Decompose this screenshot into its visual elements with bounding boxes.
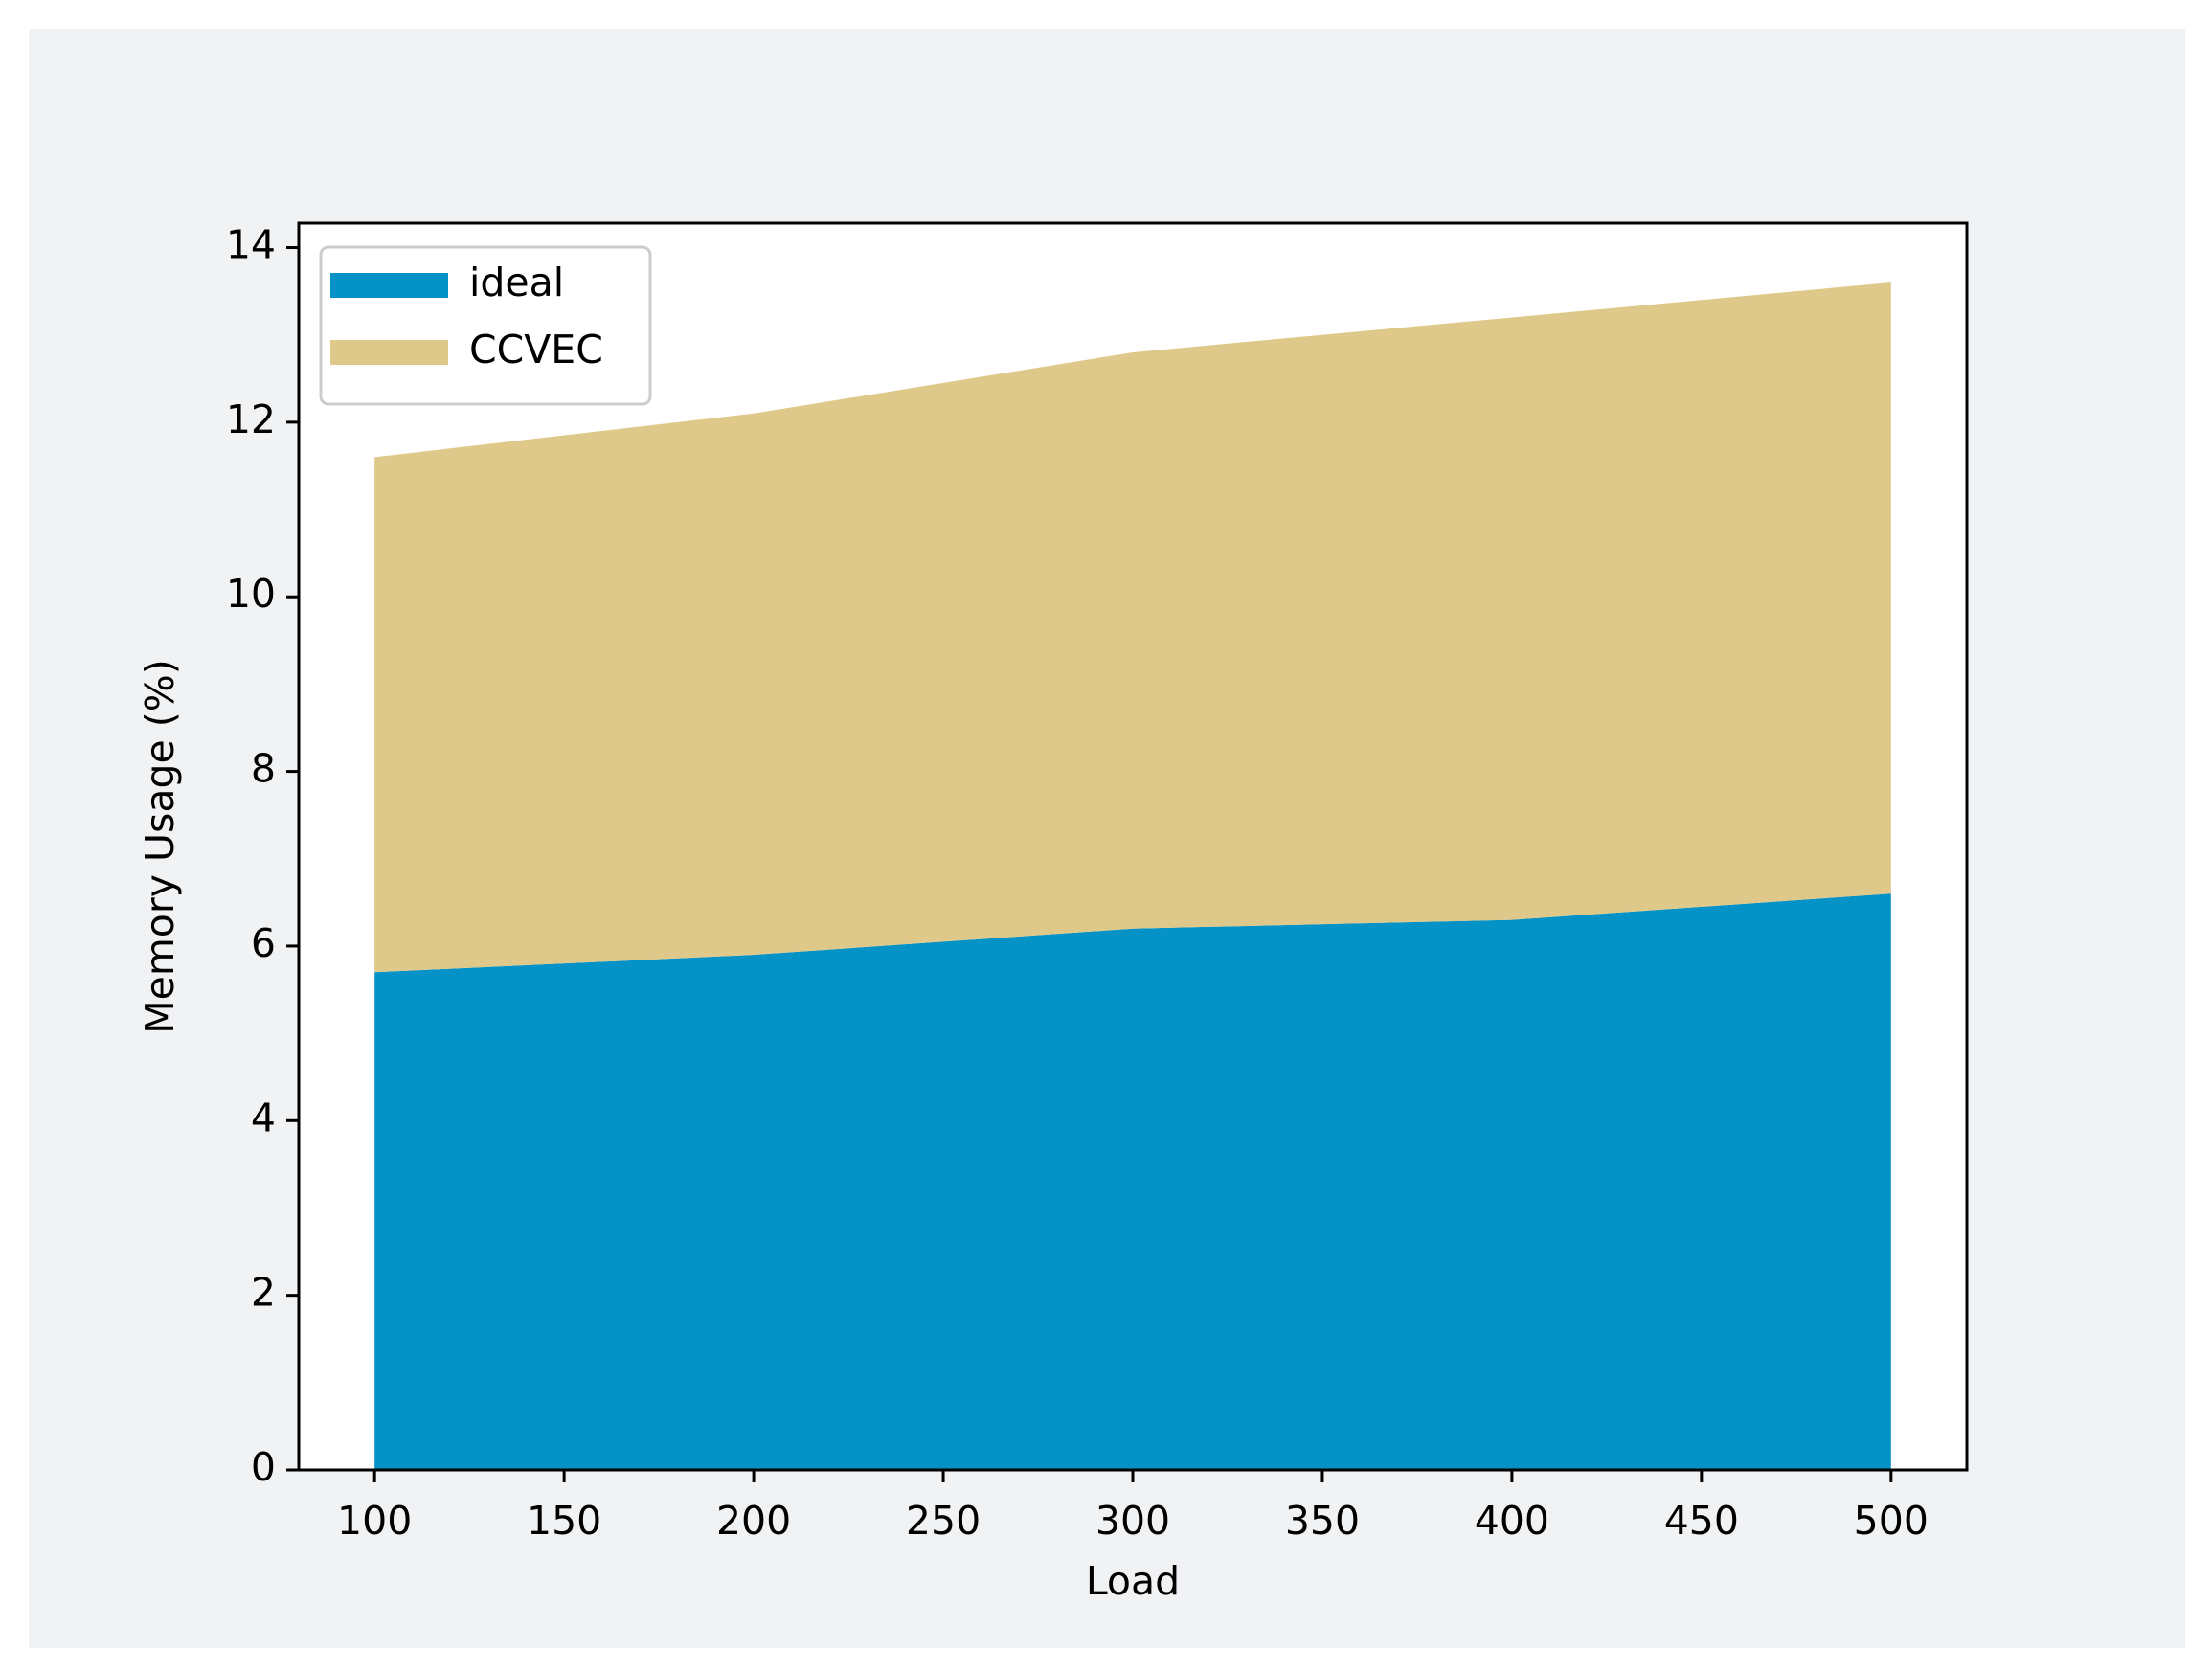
legend-label: CCVEC (469, 327, 603, 373)
legend-label: ideal (469, 260, 564, 305)
x-axis-label: Load (1086, 1558, 1180, 1604)
x-tick-label: 350 (1285, 1498, 1360, 1544)
y-tick-label: 10 (226, 571, 276, 617)
y-tick-label: 6 (251, 920, 276, 966)
x-tick-label: 150 (527, 1498, 601, 1544)
area (374, 893, 1891, 1470)
legend-swatch (330, 273, 448, 298)
area (374, 282, 1891, 973)
x-tick-label: 400 (1475, 1498, 1549, 1544)
x-tick-label: 450 (1664, 1498, 1739, 1544)
y-tick-label: 12 (226, 396, 276, 442)
y-tick-label: 4 (251, 1095, 276, 1141)
x-tick-label: 300 (1095, 1498, 1170, 1544)
x-tick-label: 250 (906, 1498, 981, 1544)
y-tick-label: 0 (251, 1444, 276, 1490)
y-tick-label: 14 (226, 222, 276, 268)
areas (374, 282, 1891, 1470)
legend-swatch (330, 340, 448, 365)
y-tick-label: 2 (251, 1270, 276, 1316)
x-tick-label: 200 (716, 1498, 791, 1544)
x-tick-label: 500 (1854, 1498, 1929, 1544)
y-axis-label: Memory Usage (%) (137, 659, 183, 1034)
y-tick-label: 8 (251, 746, 276, 792)
x-tick-label: 100 (337, 1498, 412, 1544)
